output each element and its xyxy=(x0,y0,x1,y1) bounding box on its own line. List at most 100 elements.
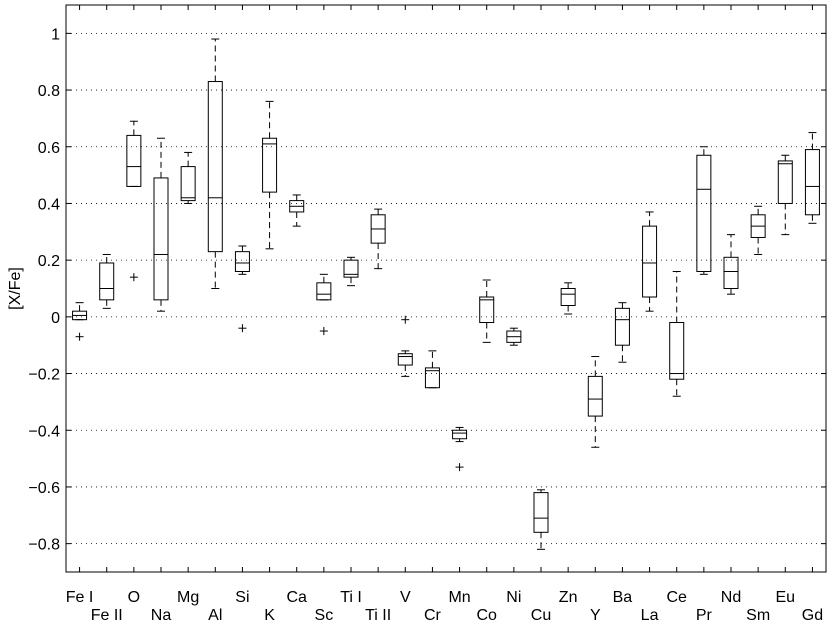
box-sm xyxy=(750,205,766,255)
y-axis-label: [X/Fe] xyxy=(7,267,24,310)
box-iqr xyxy=(262,137,278,193)
x-tick-label: Eu xyxy=(775,589,795,606)
x-tick-label: Nd xyxy=(721,589,741,606)
x-tick-label: Fe II xyxy=(91,607,123,624)
box-iqr xyxy=(560,288,576,307)
box-iqr xyxy=(696,154,712,272)
box-mn xyxy=(452,426,468,472)
outlier-marker xyxy=(319,327,328,336)
x-tick-label: Na xyxy=(151,607,172,624)
grid-lines xyxy=(66,32,826,545)
y-tick-label: 0.8 xyxy=(38,83,60,100)
box-iqr xyxy=(207,81,223,253)
y-tick-label: −0.4 xyxy=(28,423,60,440)
box-iqr xyxy=(777,160,793,204)
x-tick-label: Sc xyxy=(315,607,334,624)
x-tick-label: Fe I xyxy=(66,589,94,606)
box-iqr xyxy=(533,492,549,533)
box-iqr xyxy=(180,166,196,202)
y-axis: −0.8 −0.6 −0.4 −0.2 0 0.2 0.4 0.6 0.8 1 xyxy=(28,26,826,554)
x-tick-label: Mg xyxy=(177,589,199,606)
box-v xyxy=(397,315,413,377)
outlier-marker xyxy=(129,273,138,282)
x-tick-label: Ni xyxy=(506,589,521,606)
y-tick-label: 1 xyxy=(51,26,60,43)
outlier-marker xyxy=(75,332,84,341)
outlier-marker xyxy=(238,324,247,333)
box-eu xyxy=(777,154,793,236)
x-tick-label: Ce xyxy=(666,589,687,606)
box-iqr xyxy=(587,375,603,417)
x-tick-label: Mn xyxy=(448,589,470,606)
box-iqr xyxy=(479,296,495,324)
plot-frame xyxy=(65,4,827,573)
x-tick-label: Cr xyxy=(424,607,442,624)
box-cr xyxy=(424,350,440,389)
box-gd xyxy=(804,132,820,224)
x-tick-label: Ca xyxy=(286,589,307,606)
y-tick-label: 0.4 xyxy=(38,196,60,213)
x-tick-label: Ba xyxy=(613,589,633,606)
box-ti-ii xyxy=(370,208,386,270)
box-la xyxy=(642,211,658,312)
y-tick-label: −0.8 xyxy=(28,537,60,554)
y-tick-label: 0 xyxy=(51,310,60,327)
box-si xyxy=(234,245,250,333)
box-al xyxy=(207,38,223,289)
x-tick-label: Zn xyxy=(559,589,578,606)
box-iqr xyxy=(804,149,820,216)
box-nd xyxy=(723,234,739,295)
box-zn xyxy=(560,282,576,315)
x-tick-label: Gd xyxy=(802,607,823,624)
box-iqr xyxy=(614,307,630,346)
y-tick-label: 0.6 xyxy=(38,140,60,157)
x-tick-label: O xyxy=(128,589,140,606)
box-iqr xyxy=(723,256,739,290)
box-ti-i xyxy=(343,256,359,287)
box-ce xyxy=(669,270,685,397)
x-tick-label: Cu xyxy=(531,607,551,624)
box-fe-i xyxy=(72,302,88,341)
x-tick-label: Co xyxy=(476,607,497,624)
x-axis: Fe IFe II O Na Mg Al Si K Ca Sc Ti ITi II V Cr Mn Co N… xyxy=(66,5,823,624)
x-tick-label: Ti I xyxy=(340,589,362,606)
box-k xyxy=(262,100,278,250)
box-series xyxy=(72,38,820,550)
x-tick-label: La xyxy=(641,607,659,624)
x-tick-label: V xyxy=(400,589,411,606)
box-na xyxy=(153,137,169,312)
box-ba xyxy=(614,302,630,363)
box-iqr xyxy=(126,134,142,187)
x-tick-label: Si xyxy=(235,589,249,606)
box-iqr xyxy=(669,322,685,380)
box-iqr xyxy=(343,259,359,278)
x-tick-label: Y xyxy=(590,607,601,624)
box-fe-ii xyxy=(99,253,115,309)
x-tick-label: Ti II xyxy=(365,607,391,624)
box-cu xyxy=(533,489,549,550)
box-iqr xyxy=(452,429,468,440)
box-ca xyxy=(289,194,305,227)
x-tick-label: Sm xyxy=(746,607,770,624)
box-pr xyxy=(696,146,712,275)
box-ni xyxy=(506,327,522,346)
outlier-marker xyxy=(455,463,464,472)
box-iqr xyxy=(424,367,440,389)
box-y xyxy=(587,356,603,448)
y-tick-label: −0.6 xyxy=(28,480,60,497)
y-tick-label: −0.2 xyxy=(28,367,60,384)
outlier-marker xyxy=(401,315,410,324)
box-iqr xyxy=(153,177,169,301)
box-co xyxy=(479,279,495,343)
box-o xyxy=(126,120,142,282)
x-tick-label: Al xyxy=(208,607,222,624)
box-iqr xyxy=(316,282,332,301)
box-sc xyxy=(316,273,332,336)
x-tick-label: Pr xyxy=(696,607,713,624)
x-tick-label: K xyxy=(264,607,275,624)
box-iqr xyxy=(99,262,115,301)
box-iqr xyxy=(234,251,250,272)
box-iqr xyxy=(642,225,658,298)
y-tick-label: 0.2 xyxy=(38,253,60,270)
